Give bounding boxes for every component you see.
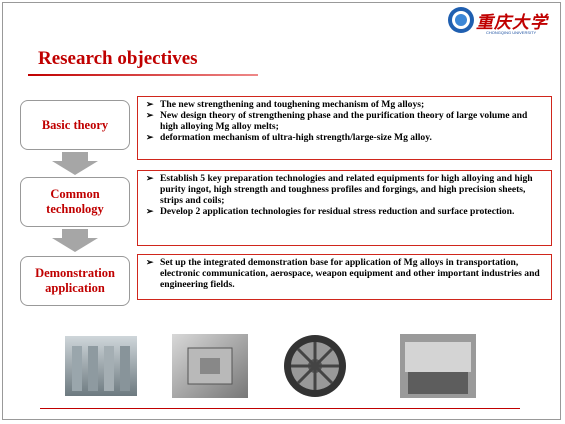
slide-title: Research objectives [38, 48, 198, 70]
bullet-point: Establish 5 key preparation technologies… [146, 173, 545, 206]
photo-wheel [284, 335, 346, 397]
footer-line [40, 408, 520, 409]
section-points: Set up the integrated demonstration base… [137, 254, 552, 300]
logo-emblem [447, 6, 475, 34]
page: 重庆大学 CHONGQING UNIVERSITY Research objec… [0, 0, 565, 424]
section-label: Demonstration application [20, 256, 130, 306]
bullet-point: Develop 2 application technologies for r… [146, 206, 545, 217]
section-label: Common technology [20, 177, 130, 227]
bullet-point: The new strengthening and toughening mec… [146, 99, 545, 110]
section-points: Establish 5 key preparation technologies… [137, 170, 552, 246]
photo-profiles [65, 336, 137, 396]
bullet-point: deformation mechanism of ultra-high stre… [146, 132, 545, 143]
bullet-point: New design theory of strengthening phase… [146, 110, 545, 132]
logo-subtext: CHONGQING UNIVERSITY [486, 30, 536, 35]
photo-row [60, 332, 500, 400]
bullet-point: Set up the integrated demonstration base… [146, 257, 545, 290]
down-arrow [50, 152, 100, 176]
photo-vehicle [400, 334, 476, 398]
section-points: The new strengthening and toughening mec… [137, 96, 552, 160]
section-label: Basic theory [20, 100, 130, 150]
photo-casting [172, 334, 248, 398]
title-underline [28, 74, 258, 76]
down-arrow [50, 229, 100, 253]
